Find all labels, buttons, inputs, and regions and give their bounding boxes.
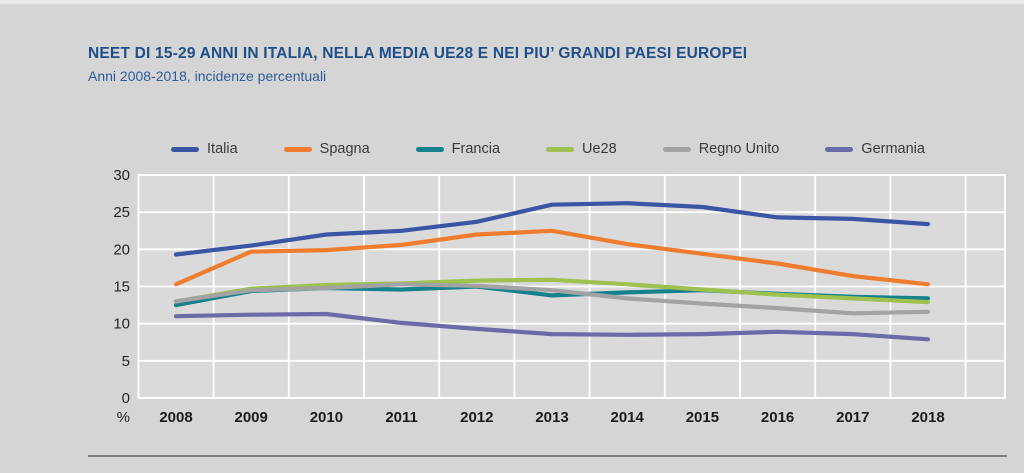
page-top-strip [0, 0, 1024, 4]
x-tick-label: 2013 [535, 409, 568, 426]
y-tick-label: 25 [113, 204, 130, 221]
legend-item-germania: Germania [825, 141, 925, 157]
legend-swatch-icon [825, 146, 854, 152]
y-tick-label: 5 [122, 353, 130, 370]
x-tick-label: 2014 [611, 409, 645, 426]
legend-label: Francia [451, 141, 501, 157]
legend-item-regno-unito: Regno Unito [662, 141, 780, 157]
line-chart-plot: 0 5 10 15 20 25 30 2008 2009 2010 2011 2012 2013 2014… [88, 166, 1008, 434]
chart-legend: Italia Spagna Francia Ue28 Regno Unito German… [88, 138, 1008, 160]
y-tick-label: 0 [122, 390, 130, 407]
x-tick-label: 2012 [460, 409, 493, 426]
x-tick-label: 2016 [761, 409, 794, 426]
y-tick-label: 15 [113, 279, 130, 296]
bottom-divider [88, 455, 1007, 457]
x-tick-label: 2009 [235, 409, 268, 426]
legend-label: Italia [207, 141, 238, 157]
chart-title: NEET DI 15-29 ANNI IN ITALIA, NELLA MEDI… [88, 45, 748, 62]
legend-item-francia: Francia [415, 141, 501, 157]
series-line-ue28 [173, 277, 931, 305]
line-chart-svg: 0 5 10 15 20 25 30 2008 2009 2010 2011 2012 2013 2014… [113, 167, 1006, 426]
legend-label: Regno Unito [698, 141, 780, 157]
legend-swatch-icon [662, 146, 691, 152]
legend-item-italia: Italia [171, 141, 238, 157]
legend-swatch-icon [171, 146, 200, 152]
y-tick-label: 10 [113, 316, 130, 333]
y-axis-unit-label: % [117, 409, 130, 426]
legend-swatch-icon [283, 146, 312, 152]
series-line-regno-unito [173, 282, 931, 316]
legend-label: Ue28 [582, 141, 617, 157]
plot-border [137, 174, 1006, 399]
legend-item-ue28: Ue28 [546, 141, 617, 157]
legend-swatch-icon [546, 146, 575, 152]
x-tick-label: 2011 [385, 409, 418, 426]
y-tick-label: 30 [113, 167, 130, 184]
x-tick-label: 2018 [911, 409, 944, 426]
series-line-italia [173, 201, 931, 257]
x-tick-label: 2017 [836, 409, 869, 426]
series-line-spagna [173, 228, 931, 287]
x-tick-label: 2015 [686, 409, 719, 426]
legend-label: Germania [861, 141, 925, 157]
legend-label: Spagna [319, 141, 370, 157]
x-tick-label: 2010 [310, 409, 343, 426]
chart-subtitle: Anni 2008-2018, incidenze percentuali [88, 68, 327, 84]
y-tick-label: 20 [113, 241, 130, 258]
x-tick-label: 2008 [159, 409, 192, 426]
series-line-germania [173, 311, 931, 342]
legend-swatch-icon [415, 146, 444, 152]
legend-item-spagna: Spagna [283, 141, 370, 157]
